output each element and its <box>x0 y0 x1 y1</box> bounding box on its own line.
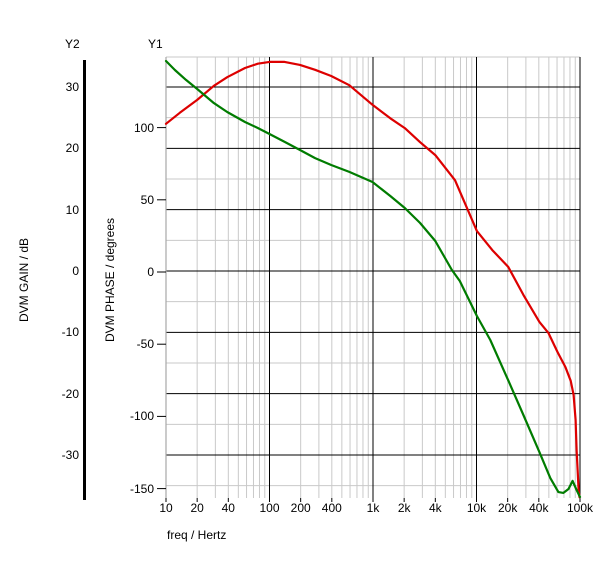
y1-tick-label: 50 <box>140 192 154 207</box>
x-tick-label: 2k <box>397 501 411 515</box>
gain-curve <box>164 60 581 499</box>
y1-tick-label: 0 <box>147 265 154 279</box>
y2-tick-label: 10 <box>65 202 79 217</box>
x-tick-label: 10 <box>159 501 173 515</box>
y1-tick-label: -100 <box>129 409 154 424</box>
x-tick-label: 40k <box>529 501 549 515</box>
y2-axis-line <box>83 60 86 500</box>
y2-tick-label: -20 <box>61 386 79 401</box>
y1-axis-name: Y1 <box>148 37 163 51</box>
x-tick-label: 100k <box>566 501 594 515</box>
phase-curve <box>164 59 582 499</box>
x-tick-label: 200 <box>290 501 311 515</box>
y1-tick-label: -50 <box>136 337 154 352</box>
x-tick-label: 10k <box>466 501 487 515</box>
phase-axis-title: DVM PHASE / degrees <box>103 217 117 343</box>
x-tick-label: 20k <box>497 501 518 515</box>
x-tick-label: 1k <box>366 501 380 515</box>
y2-tick-label: -10 <box>61 325 79 340</box>
gain-axis-title: DVM GAIN / dB <box>17 237 31 323</box>
x-axis-title: freq / Hertz <box>167 528 227 542</box>
y1-tick-label: 100 <box>133 120 154 135</box>
x-tick-label: 100 <box>259 501 280 515</box>
x-tick-label: 40 <box>221 501 235 515</box>
y2-tick-label: 30 <box>65 80 79 94</box>
y2-tick-label: 0 <box>72 264 79 278</box>
x-tick-label: 4k <box>428 501 442 515</box>
x-tick-label: 400 <box>321 501 342 515</box>
x-tick-label: 20 <box>190 501 204 515</box>
y1-tick-label: -150 <box>129 481 154 496</box>
y2-tick-label: 20 <box>65 141 79 156</box>
y2-tick-label: -30 <box>61 447 79 462</box>
y2-axis-name: Y2 <box>65 37 80 51</box>
